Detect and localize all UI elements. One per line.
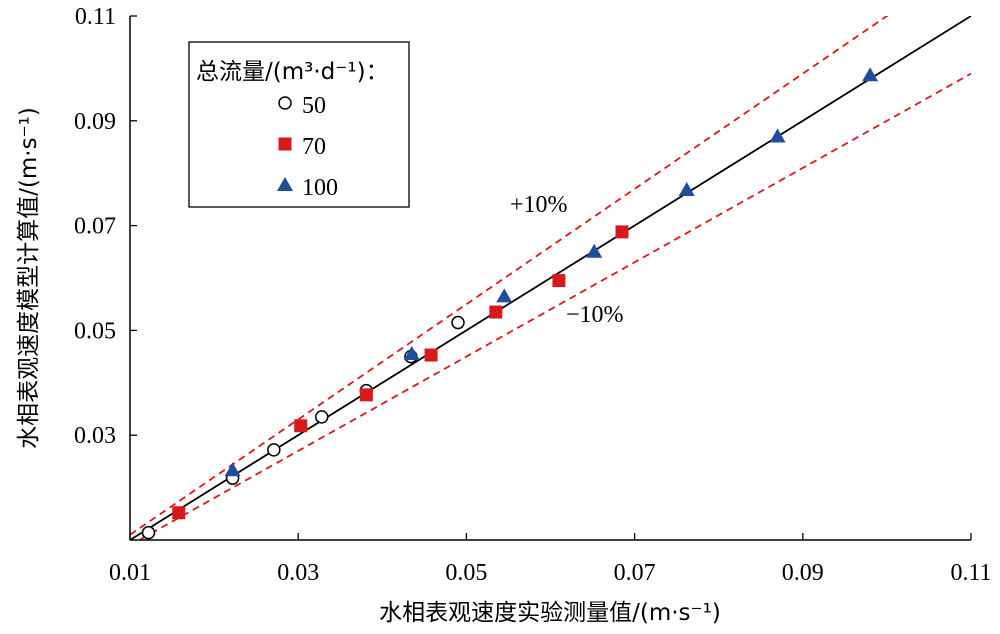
point-series-50 — [451, 315, 465, 330]
legend-label-70: 70 — [302, 134, 326, 160]
point-series-100 — [403, 345, 420, 360]
data-points — [141, 67, 879, 540]
x-tick-label: 0.07 — [614, 560, 656, 586]
upper-band-label: +10% — [510, 192, 568, 218]
x-tick-label: 0.05 — [445, 560, 487, 586]
point-series-100 — [678, 181, 695, 196]
band-annotations: +10% −10% — [510, 192, 624, 328]
point-series-50 — [267, 443, 281, 457]
x-tick-label: 0.11 — [950, 560, 991, 586]
point-series-50 — [141, 525, 156, 540]
series-70 — [172, 225, 629, 520]
legend-marker-100 — [277, 177, 293, 191]
point-series-70 — [552, 274, 566, 288]
legend-marker-70 — [278, 137, 292, 151]
point-series-70 — [172, 506, 186, 520]
point-series-70 — [294, 419, 308, 433]
legend-label-50: 50 — [302, 93, 326, 119]
series-100 — [224, 67, 879, 477]
point-series-100 — [224, 462, 241, 477]
y-tick-label: 0.11 — [75, 4, 116, 30]
legend-box — [188, 41, 410, 208]
y-axis-title: 水相表观速度模型计算值/(m·s⁻¹) — [16, 107, 42, 449]
point-series-100 — [769, 128, 786, 143]
y-tick-label: 0.07 — [74, 214, 116, 240]
upper-10pct-line — [130, 16, 889, 536]
lower-band-label: −10% — [566, 302, 624, 328]
y-tick-label: 0.05 — [74, 318, 116, 344]
point-series-70 — [615, 225, 629, 239]
lower-10pct-line — [137, 72, 971, 540]
x-tick-label: 0.09 — [782, 560, 824, 586]
legend: 总流量/(m³·d⁻¹)： 50 70 100 — [188, 41, 410, 208]
point-series-70 — [489, 305, 503, 319]
x-tick-label: 0.01 — [109, 560, 151, 586]
axes — [129, 16, 971, 541]
legend-title: 总流量/(m³·d⁻¹)： — [196, 59, 389, 85]
y-tick-label: 0.09 — [74, 109, 116, 135]
point-series-100 — [862, 67, 879, 82]
y-tick-label: 0.03 — [74, 423, 116, 449]
tick-labels: 0.01 0.03 0.05 0.07 0.09 0.11 0.03 0.05 0.07 0.09… — [74, 4, 992, 586]
point-series-100 — [496, 288, 513, 303]
x-axis-title: 水相表观速度实验测量值/(m·s⁻¹) — [379, 600, 721, 626]
point-series-50 — [314, 410, 329, 424]
legend-label-100: 100 — [302, 175, 338, 201]
point-series-100 — [586, 243, 603, 258]
point-series-70 — [359, 388, 373, 402]
x-tick-label: 0.03 — [277, 560, 319, 586]
legend-marker-50 — [278, 96, 292, 110]
point-series-70 — [424, 348, 438, 362]
